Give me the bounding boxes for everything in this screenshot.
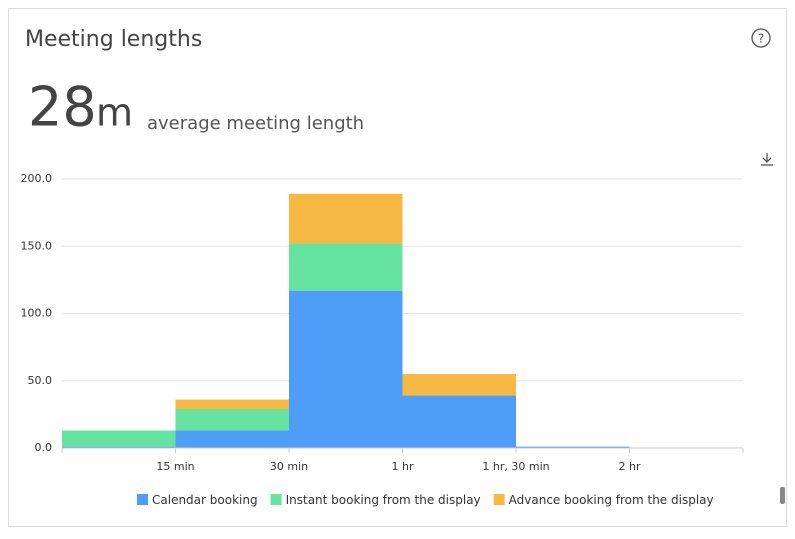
x-tick-label: 15 min <box>156 460 194 473</box>
legend-label: Instant booking from the display <box>286 493 481 507</box>
bar-segment <box>62 430 176 447</box>
svg-text:?: ? <box>758 32 764 46</box>
download-icon[interactable] <box>761 153 773 166</box>
metric-value: 28 <box>28 76 97 139</box>
bar-segment <box>402 395 516 448</box>
legend-label: Advance booking from the display <box>509 493 714 507</box>
bar-segment <box>289 243 403 291</box>
bar-segment <box>402 374 516 396</box>
legend-swatch <box>270 494 282 505</box>
y-tick-label: 50.0 <box>28 374 53 387</box>
scrollbar[interactable] <box>780 487 785 504</box>
card-title: Meeting lengths <box>25 27 202 52</box>
x-tick-label: 1 hr, 30 min <box>482 460 549 473</box>
bar-segment <box>175 408 289 431</box>
legend-swatch <box>493 494 505 505</box>
y-tick-label: 150.0 <box>21 239 53 252</box>
legend-swatch <box>137 494 148 505</box>
x-tick-label: 1 hr <box>392 460 414 473</box>
x-tick-label: 30 min <box>270 460 308 473</box>
metric-unit: m <box>96 91 133 135</box>
bar-segment <box>175 399 289 409</box>
bar-segment <box>289 193 403 244</box>
y-tick-label: 0.0 <box>35 441 53 454</box>
x-tick-label: 2 hr <box>619 460 641 473</box>
bar-segment <box>62 446 176 448</box>
y-tick-label: 200.0 <box>21 172 53 185</box>
help-icon[interactable]: ? <box>751 28 771 48</box>
metric-label: average meeting length <box>147 113 364 134</box>
y-tick-label: 100.0 <box>21 307 53 320</box>
bar-segment <box>289 290 403 448</box>
bar-segment <box>516 446 630 448</box>
bar-segment <box>175 430 289 448</box>
legend-label: Calendar booking <box>152 493 258 507</box>
